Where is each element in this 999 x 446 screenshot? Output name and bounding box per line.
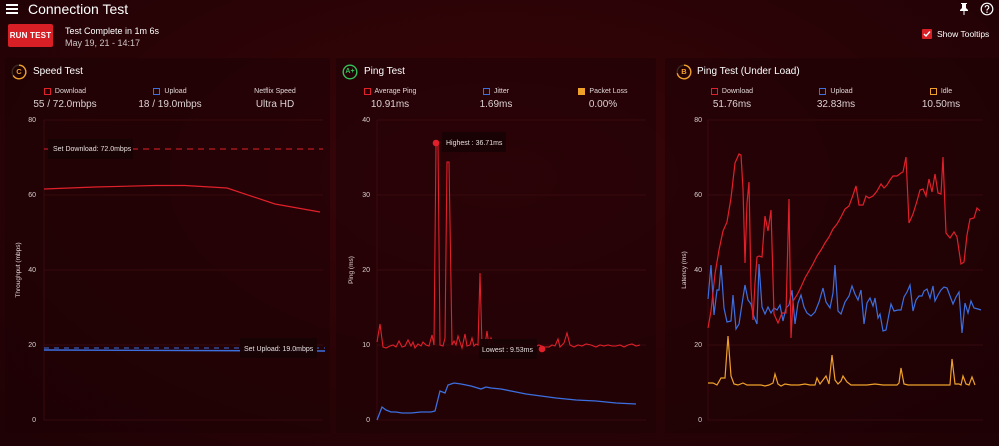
svg-text:0: 0 (366, 417, 370, 424)
average-ping-legend-icon (363, 88, 371, 95)
upload-legend-icon (819, 88, 827, 95)
svg-text:20: 20 (28, 342, 36, 349)
svg-text:Highest : 36.71ms: Highest : 36.71ms (446, 140, 503, 147)
ping-test-chart[interactable]: 40 30 20 10 0 Ping (ms) Highest : 36.71m… (336, 58, 656, 433)
svg-text:0: 0 (698, 417, 702, 424)
svg-text:40: 40 (362, 117, 370, 124)
metric-download: Download 55 / 72.0mbps (15, 88, 115, 110)
svg-text:20: 20 (694, 342, 702, 349)
metric-value: 0.00% (588, 99, 618, 110)
grade-badge-c: C (11, 64, 27, 80)
svg-text:60: 60 (28, 192, 36, 199)
pin-icon[interactable] (958, 2, 970, 16)
grade-badge-a-plus: A+ (342, 64, 358, 80)
svg-text:Lowest : 9.53ms: Lowest : 9.53ms (482, 347, 533, 354)
svg-text:40: 40 (28, 267, 36, 274)
test-timestamp: May 19, 21 - 14:17 (65, 38, 141, 48)
metric-value: 51.76ms (712, 99, 752, 110)
svg-text:80: 80 (694, 117, 702, 124)
svg-text:0: 0 (32, 417, 36, 424)
test-status: Test Complete in 1m 6s (65, 26, 160, 36)
ping-under-load-panel: B Ping Test (Under Load) Download 51.76m… (665, 58, 999, 433)
svg-text:Set Upload: 19.0mbps: Set Upload: 19.0mbps (244, 346, 314, 353)
grade-letter: B (681, 67, 687, 76)
metric-value: Ultra HD (255, 99, 295, 110)
run-test-button[interactable]: RUN TEST (8, 24, 53, 47)
metric-netflix-speed: Netflix Speed Ultra HD (225, 88, 325, 110)
svg-text:Throughput (mbps): Throughput (mbps) (15, 242, 22, 297)
svg-text:80: 80 (28, 117, 36, 124)
metric-jitter: Jitter 1.69ms (446, 88, 546, 110)
metric-value: 55 / 72.0mbps (33, 99, 97, 110)
metric-idle-latency: Idle 10.50ms (891, 88, 991, 110)
metric-packet-loss: Packet Loss 0.00% (553, 88, 653, 110)
ping-under-load-chart[interactable]: 80 60 40 20 0 Latency (ms) (665, 58, 999, 433)
packet-loss-legend-icon (578, 88, 586, 95)
metric-average-ping: Average Ping 10.91ms (340, 88, 440, 110)
ping-test-panel: A+ Ping Test Average Ping 10.91ms Jitter… (336, 58, 656, 433)
metric-value: 10.91ms (370, 99, 410, 110)
svg-text:20: 20 (362, 267, 370, 274)
svg-text:30: 30 (362, 192, 370, 199)
metric-value: 1.69ms (479, 99, 513, 110)
idle-legend-icon (929, 88, 937, 95)
jitter-legend-icon (482, 88, 490, 95)
show-tooltips-checkbox[interactable]: Show Tooltips (922, 29, 989, 39)
checkbox-checked-icon[interactable] (922, 29, 932, 39)
svg-text:Set Download: 72.0mbps: Set Download: 72.0mbps (53, 146, 132, 153)
panel-title: Speed Test (33, 66, 83, 77)
metric-value: 32.83ms (816, 99, 856, 110)
show-tooltips-label: Show Tooltips (937, 29, 990, 39)
download-legend-icon (710, 88, 718, 95)
hamburger-menu-icon[interactable] (6, 4, 18, 14)
svg-text:60: 60 (694, 192, 702, 199)
svg-text:Ping (ms): Ping (ms) (348, 256, 355, 284)
svg-text:Latency (ms): Latency (ms) (681, 251, 688, 289)
speed-test-panel: C Speed Test Download 55 / 72.0mbps Uplo… (5, 58, 330, 433)
metric-upload-latency: Upload 32.83ms (786, 88, 886, 110)
help-circle-icon[interactable] (980, 2, 994, 16)
svg-text:40: 40 (694, 267, 702, 274)
upload-legend-icon (153, 88, 161, 95)
app-bar: Connection Test (0, 0, 999, 20)
metric-value: 18 / 19.0mbps (138, 99, 202, 110)
download-legend-icon (43, 88, 51, 95)
svg-text:10: 10 (362, 342, 370, 349)
grade-letter: C (16, 67, 22, 76)
metric-upload: Upload 18 / 19.0mbps (120, 88, 220, 110)
grade-badge-b: B (676, 64, 692, 80)
grade-letter: A+ (345, 68, 355, 75)
panel-title: Ping Test (Under Load) (697, 66, 800, 77)
speed-test-chart[interactable]: 80 60 40 20 0 Throughput (mbps) Set Down… (5, 58, 330, 433)
panel-title: Ping Test (364, 66, 405, 77)
metric-download-latency: Download 51.76ms (682, 88, 782, 110)
mouse-cursor-icon (28, 440, 34, 446)
metric-value: 10.50ms (921, 99, 961, 110)
app-title: Connection Test (28, 1, 129, 17)
